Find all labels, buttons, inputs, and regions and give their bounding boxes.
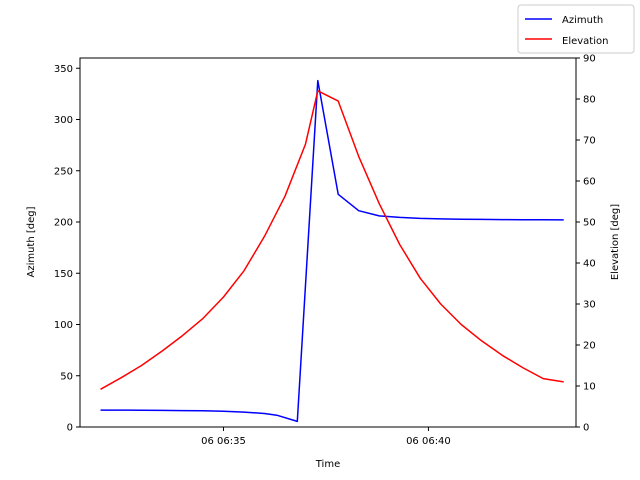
right-y-tick-label: 20: [583, 341, 596, 352]
right-y-tick-label: 80: [583, 95, 596, 106]
right-y-axis-ticks: 0 10 20 30 40 50 60 70 80 90: [576, 54, 596, 434]
series-line-elevation: [100, 90, 564, 390]
x-axis-ticks: 06 06:35 06 06:40: [201, 427, 451, 447]
left-y-axis-ticks: 0 50 100 150 200 250 300 350: [54, 64, 80, 434]
right-y-tick-label: 30: [583, 300, 596, 311]
left-y-axis-label: Azimuth [deg]: [26, 206, 37, 277]
right-y-tick-label: 10: [583, 382, 596, 393]
legend: Azimuth Elevation: [517, 4, 635, 54]
legend-label-azimuth: Azimuth: [562, 15, 603, 26]
right-y-tick-label: 50: [583, 218, 596, 229]
plot-area: [79, 57, 577, 428]
left-y-tick-label: 200: [54, 218, 73, 229]
right-y-tick-label: 60: [583, 177, 596, 188]
right-y-tick-label: 40: [583, 259, 596, 270]
x-axis-label: Time: [315, 459, 340, 470]
right-y-tick-label: 90: [583, 54, 596, 65]
left-y-tick-label: 150: [54, 269, 73, 280]
x-tick-label: 06 06:40: [406, 436, 451, 447]
left-y-tick-label: 0: [67, 423, 73, 434]
left-y-tick-label: 100: [54, 320, 73, 331]
right-y-tick-label: 0: [583, 423, 589, 434]
right-y-axis-label: Elevation [deg]: [610, 204, 621, 280]
x-tick-label: 06 06:35: [201, 436, 246, 447]
left-y-tick-label: 350: [54, 64, 73, 75]
series-line-azimuth: [100, 79, 564, 423]
left-y-tick-label: 250: [54, 166, 73, 177]
left-y-tick-label: 300: [54, 115, 73, 126]
legend-frame: [517, 4, 635, 54]
left-y-tick-label: 50: [60, 371, 73, 382]
legend-label-elevation: Elevation: [562, 36, 608, 47]
right-y-tick-label: 70: [583, 136, 596, 147]
